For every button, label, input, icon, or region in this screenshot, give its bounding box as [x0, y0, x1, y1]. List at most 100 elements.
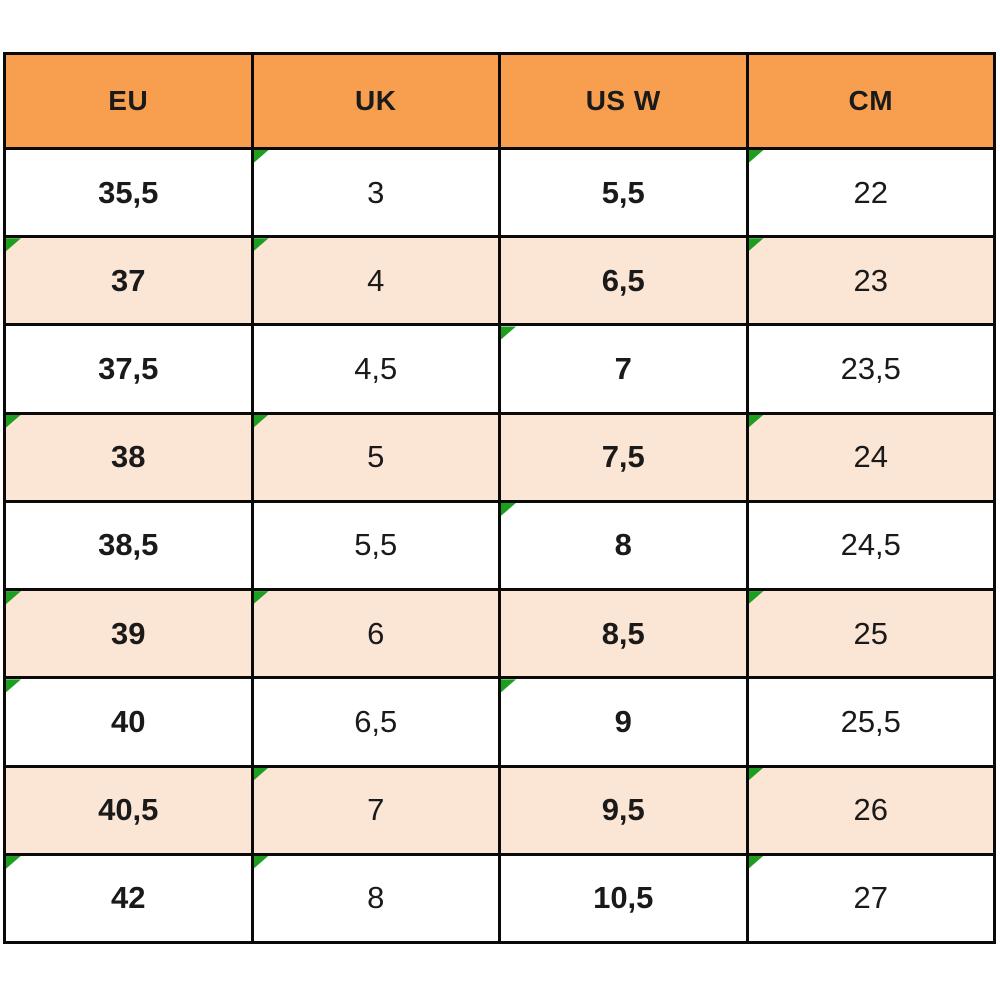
comment-flag-icon: [253, 591, 269, 605]
size-value: 23: [853, 262, 888, 298]
size-value: 25,5: [840, 703, 901, 739]
comment-flag-icon: [748, 414, 764, 428]
size-cell-usw: 9: [498, 676, 749, 768]
size-cell-cm: 22: [745, 146, 996, 239]
comment-flag-icon: [748, 238, 764, 252]
size-value: 7,5: [601, 439, 645, 475]
size-cell-usw: 8,5: [498, 588, 749, 680]
size-cell-usw: 8: [498, 499, 749, 592]
table-row: 42 8 10,5 27: [3, 852, 996, 945]
size-cell-uk: 6: [250, 588, 501, 680]
size-conversion-table: EU UK US W CM 35,5 3 5,5 22 37 4 6,5 23 …: [3, 52, 996, 945]
size-value: 35,5: [98, 174, 159, 210]
size-value: 8,5: [601, 615, 645, 651]
comment-flag-icon: [748, 150, 764, 163]
header-cell-usw: US W: [498, 52, 749, 150]
comment-flag-icon: [253, 150, 269, 163]
comment-flag-icon: [6, 238, 21, 252]
size-cell-uk: 8: [250, 852, 501, 945]
size-value: 8: [614, 527, 632, 563]
size-cell-eu: 38: [3, 411, 254, 503]
comment-flag-icon: [253, 767, 269, 781]
size-value: 3: [367, 174, 385, 210]
size-cell-uk: 6,5: [250, 676, 501, 768]
size-value: 6: [367, 615, 385, 651]
size-cell-usw: 5,5: [498, 146, 749, 239]
comment-flag-icon: [253, 414, 269, 428]
size-cell-cm: 27: [745, 852, 996, 945]
comment-flag-icon: [6, 855, 21, 869]
table-row: 39 6 8,5 25: [3, 588, 996, 680]
size-value: 37,5: [98, 351, 159, 387]
size-cell-cm: 24: [745, 411, 996, 503]
size-cell-cm: 23,5: [745, 323, 996, 415]
comment-flag-icon: [6, 414, 21, 428]
size-cell-uk: 5: [250, 411, 501, 503]
size-value: 25: [853, 615, 888, 651]
size-cell-cm: 25,5: [745, 676, 996, 768]
size-cell-cm: 26: [745, 764, 996, 856]
size-value: 37: [111, 262, 146, 298]
size-value: 40: [111, 703, 146, 739]
size-cell-uk: 5,5: [250, 499, 501, 592]
size-value: 22: [853, 174, 888, 210]
size-cell-usw: 7,5: [498, 411, 749, 503]
comment-flag-icon: [253, 855, 269, 869]
comment-flag-icon: [501, 679, 516, 693]
table-row: 40 6,5 9 25,5: [3, 676, 996, 768]
size-cell-eu: 38,5: [3, 499, 254, 592]
header-cell-eu: EU: [3, 52, 254, 150]
size-cell-cm: 24,5: [745, 499, 996, 592]
comment-flag-icon: [748, 855, 764, 869]
size-cell-eu: 37: [3, 235, 254, 327]
size-value: 4: [367, 262, 385, 298]
size-cell-uk: 3: [250, 146, 501, 239]
size-value: 39: [111, 615, 146, 651]
comment-flag-icon: [253, 238, 269, 252]
table-row: 37,5 4,5 7 23,5: [3, 323, 996, 415]
table-row: 38,5 5,5 8 24,5: [3, 499, 996, 592]
comment-flag-icon: [748, 767, 764, 781]
table-row: 35,5 3 5,5 22: [3, 146, 996, 239]
size-cell-usw: 6,5: [498, 235, 749, 327]
size-value: 7: [367, 792, 385, 828]
size-cell-usw: 7: [498, 323, 749, 415]
size-cell-eu: 35,5: [3, 146, 254, 239]
size-cell-usw: 9,5: [498, 764, 749, 856]
comment-flag-icon: [6, 591, 21, 605]
size-value: 26: [853, 792, 888, 828]
comment-flag-icon: [501, 326, 516, 340]
header-cell-uk: UK: [250, 52, 501, 150]
size-value: 24,5: [840, 527, 901, 563]
comment-flag-icon: [501, 502, 516, 516]
size-value: 10,5: [593, 880, 654, 916]
size-cell-eu: 42: [3, 852, 254, 945]
header-cell-cm: CM: [745, 52, 996, 150]
size-value: 40,5: [98, 792, 159, 828]
size-table: EU UK US W CM 35,5 3 5,5 22 37 4 6,5 23 …: [3, 52, 996, 945]
comment-flag-icon: [6, 679, 21, 693]
size-value: 7: [614, 351, 632, 387]
size-value: 8: [367, 880, 385, 916]
table-row: 40,5 7 9,5 26: [3, 764, 996, 856]
size-cell-cm: 23: [745, 235, 996, 327]
table-body: 35,5 3 5,5 22 37 4 6,5 23 37,5 4,5 7 23,…: [3, 146, 996, 945]
size-value: 6,5: [354, 703, 398, 739]
size-value: 9,5: [601, 792, 645, 828]
size-value: 6,5: [601, 262, 645, 298]
size-value: 9: [614, 703, 632, 739]
size-cell-uk: 7: [250, 764, 501, 856]
size-cell-uk: 4: [250, 235, 501, 327]
header-row: EU UK US W CM: [3, 52, 996, 150]
table-header: EU UK US W CM: [3, 52, 996, 150]
size-cell-uk: 4,5: [250, 323, 501, 415]
comment-flag-icon: [748, 591, 764, 605]
size-value: 5: [367, 439, 385, 475]
size-value: 38,5: [98, 527, 159, 563]
size-value: 42: [111, 880, 146, 916]
size-cell-eu: 40,5: [3, 764, 254, 856]
table-row: 37 4 6,5 23: [3, 235, 996, 327]
table-row: 38 5 7,5 24: [3, 411, 996, 503]
size-value: 4,5: [354, 351, 398, 387]
size-value: 38: [111, 439, 146, 475]
